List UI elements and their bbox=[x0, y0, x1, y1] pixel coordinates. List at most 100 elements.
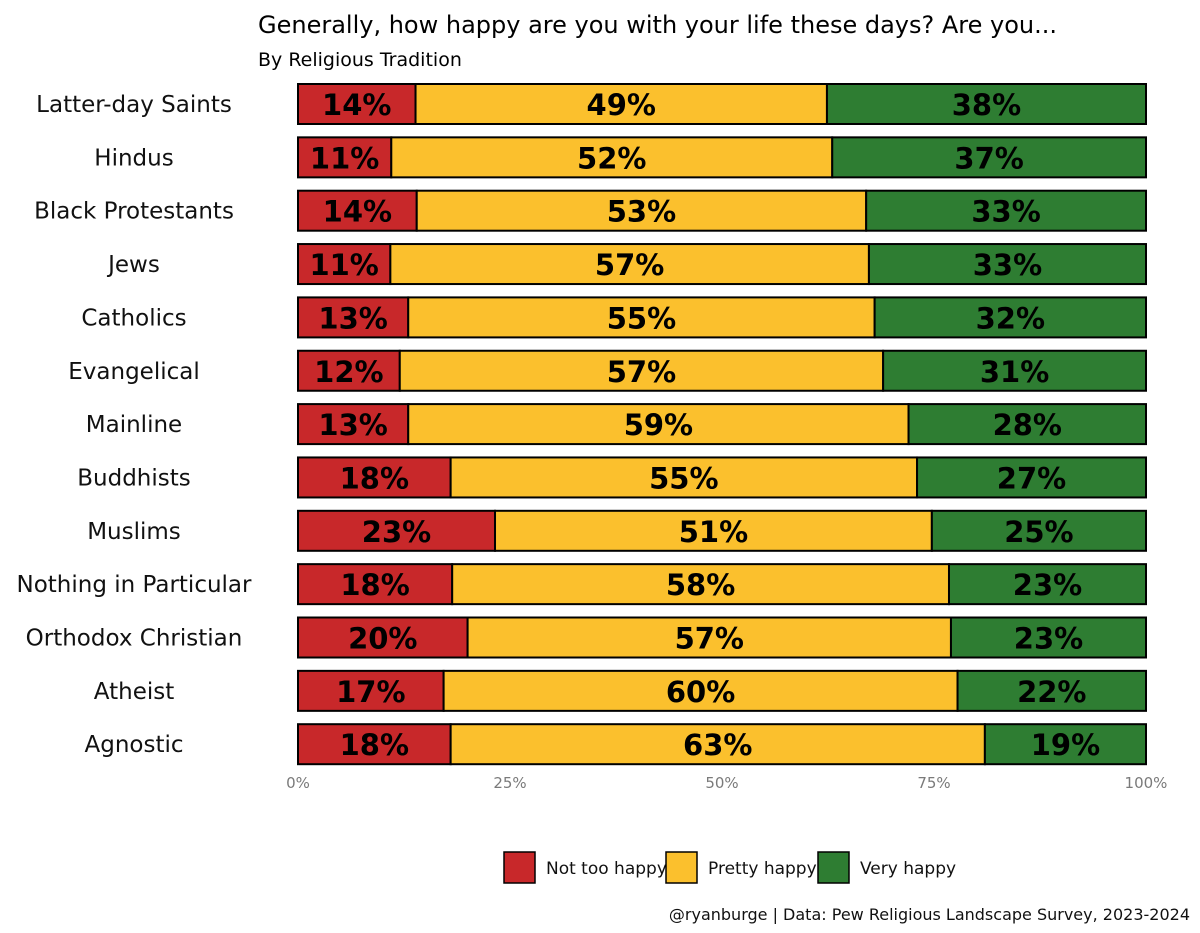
bar-segment bbox=[831, 136, 1147, 179]
bar-segment bbox=[398, 349, 885, 392]
bar-segment bbox=[297, 563, 454, 606]
data-label: 57% bbox=[675, 622, 744, 656]
category-label: Nothing in Particular bbox=[17, 572, 253, 598]
bar-segment bbox=[947, 563, 1148, 606]
data-label: 13% bbox=[318, 301, 387, 335]
bar-segment bbox=[414, 83, 828, 125]
category-label: Catholics bbox=[81, 305, 186, 331]
bar-segment bbox=[297, 296, 410, 339]
chart-subtitle: By Religious Tradition bbox=[258, 49, 462, 71]
data-label: 18% bbox=[340, 568, 409, 602]
chart-title: Generally, how happy are you with your l… bbox=[258, 11, 1057, 39]
legend-swatch bbox=[503, 851, 536, 884]
category-label: Black Protestants bbox=[34, 199, 234, 225]
data-label: 25% bbox=[1004, 515, 1073, 549]
x-tick-label: 100% bbox=[1125, 774, 1168, 792]
legend-label: Very happy bbox=[860, 859, 956, 879]
data-label: 20% bbox=[348, 622, 417, 656]
legend-swatch bbox=[665, 851, 698, 884]
bar-segment bbox=[983, 723, 1147, 766]
category-label: Muslims bbox=[87, 519, 181, 545]
data-label: 22% bbox=[1017, 675, 1086, 709]
data-label: 18% bbox=[340, 728, 409, 762]
bar-segment bbox=[825, 83, 1147, 125]
category-label: Jews bbox=[106, 252, 160, 278]
data-label: 14% bbox=[323, 195, 392, 229]
data-label: 37% bbox=[954, 141, 1023, 175]
data-label: 52% bbox=[577, 141, 646, 175]
data-label: 31% bbox=[980, 355, 1049, 389]
bar-segment bbox=[297, 189, 418, 232]
bar-segment bbox=[449, 723, 986, 766]
data-label: 49% bbox=[587, 88, 656, 122]
bar-segment bbox=[949, 616, 1148, 659]
data-label: 33% bbox=[973, 248, 1042, 282]
data-label: 55% bbox=[649, 461, 718, 495]
bar-segment bbox=[297, 509, 497, 552]
bar-segment bbox=[407, 296, 876, 339]
category-label: Latter-day Saints bbox=[36, 92, 232, 118]
x-tick-label: 75% bbox=[917, 774, 950, 792]
bar-segment bbox=[867, 243, 1147, 286]
data-label: 23% bbox=[1014, 622, 1083, 656]
data-label: 19% bbox=[1031, 728, 1100, 762]
data-label: 27% bbox=[997, 461, 1066, 495]
chart-caption: @ryanburge | Data: Pew Religious Landsca… bbox=[669, 905, 1190, 924]
bar-segment bbox=[442, 669, 959, 712]
category-label: Atheist bbox=[94, 679, 174, 705]
data-label: 17% bbox=[336, 675, 405, 709]
bar-segment bbox=[297, 456, 452, 499]
bar-segment bbox=[882, 349, 1147, 392]
data-label: 38% bbox=[952, 88, 1021, 122]
bar-segment bbox=[390, 136, 834, 179]
data-label: 57% bbox=[607, 355, 676, 389]
bar-segment bbox=[930, 509, 1147, 552]
bar-segment bbox=[297, 669, 445, 712]
bar-segment bbox=[297, 616, 469, 659]
data-label: 33% bbox=[971, 195, 1040, 229]
data-label: 13% bbox=[318, 408, 387, 442]
category-label: Orthodox Christian bbox=[26, 626, 243, 652]
legend: Not too happy Pretty happy Very happy bbox=[503, 851, 956, 884]
data-label: 23% bbox=[362, 515, 431, 549]
data-label: 18% bbox=[340, 461, 409, 495]
data-label: 63% bbox=[683, 728, 752, 762]
bar-segment bbox=[407, 403, 910, 446]
bars-group: 14% 49% 38% 11% 52% 37% 14% 53% 33% 11% 57% 33% 13% 5… bbox=[297, 83, 1148, 766]
category-label: Hindus bbox=[94, 145, 173, 171]
category-label: Agnostic bbox=[84, 732, 183, 758]
data-label: 60% bbox=[666, 675, 735, 709]
legend-label: Not too happy bbox=[546, 859, 667, 879]
bar-segment bbox=[297, 349, 401, 392]
legend-swatch bbox=[817, 851, 850, 884]
bar-segment bbox=[297, 403, 410, 446]
data-label: 51% bbox=[679, 515, 748, 549]
bar-segment bbox=[916, 456, 1147, 499]
data-label: 23% bbox=[1013, 568, 1082, 602]
category-label: Evangelical bbox=[68, 359, 199, 385]
data-label: 53% bbox=[607, 195, 676, 229]
category-label: Buddhists bbox=[77, 465, 191, 491]
category-labels: Latter-day Saints Hindus Black Protestants… bbox=[17, 92, 253, 758]
data-label: 11% bbox=[310, 141, 379, 175]
bar-segment bbox=[907, 403, 1147, 446]
data-label: 11% bbox=[309, 248, 378, 282]
data-label: 55% bbox=[607, 301, 676, 335]
bar-segment bbox=[297, 83, 417, 125]
category-label: Mainline bbox=[86, 412, 182, 438]
data-label: 58% bbox=[666, 568, 735, 602]
legend-label: Pretty happy bbox=[708, 859, 817, 879]
x-tick-label: 25% bbox=[493, 774, 526, 792]
data-label: 57% bbox=[595, 248, 664, 282]
x-tick-label: 50% bbox=[705, 774, 738, 792]
x-axis-ticks: 0% 25% 50% 75% 100% bbox=[286, 774, 1167, 792]
data-label: 32% bbox=[976, 301, 1045, 335]
x-tick-label: 0% bbox=[286, 774, 310, 792]
bar-segment bbox=[297, 723, 452, 766]
bar-segment bbox=[873, 296, 1147, 339]
data-label: 14% bbox=[322, 88, 391, 122]
data-label: 59% bbox=[624, 408, 693, 442]
bar-segment bbox=[865, 189, 1147, 232]
bar-segment bbox=[449, 456, 919, 499]
